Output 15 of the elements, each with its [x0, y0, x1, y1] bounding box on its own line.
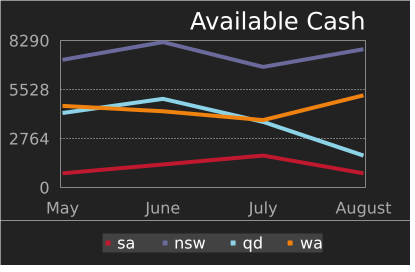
legend-label: nsw	[174, 233, 206, 252]
legend-label: sa	[117, 233, 136, 252]
x-tick-label: June	[144, 198, 180, 218]
x-tick-label: August	[335, 198, 392, 218]
y-tick-label: 5528	[8, 80, 50, 100]
y-tick-label: 2764	[8, 129, 50, 148]
x-tick-label: May	[46, 198, 80, 218]
chart-title: Available Cash	[190, 8, 366, 36]
line-series	[60, 93, 366, 122]
legend-label: qd	[242, 233, 263, 252]
y-tick-label: 0	[39, 178, 50, 198]
legend-label: wa	[300, 233, 323, 252]
x-tick-label: July	[248, 198, 278, 218]
y-tick-label: 8290	[8, 32, 50, 50]
line-series	[60, 40, 366, 69]
